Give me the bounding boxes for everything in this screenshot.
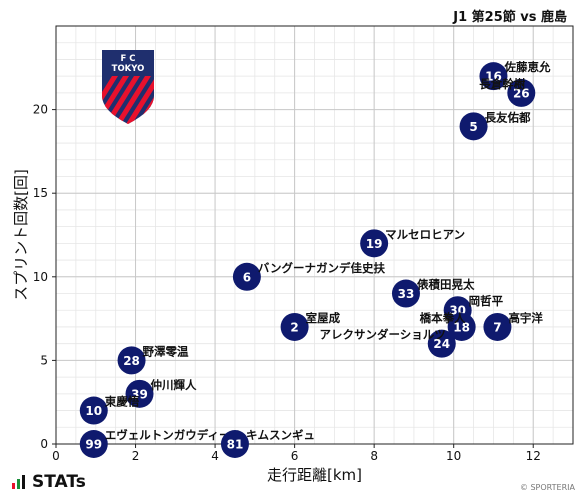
player-marker <box>125 379 154 408</box>
player-name-label: 佐藤恵允 <box>503 60 550 74</box>
y-axis-label: スプリント回数[回] <box>12 169 30 301</box>
player-marker <box>360 229 389 258</box>
x-tick-label: 0 <box>52 449 60 463</box>
player-number-label: 33 <box>398 287 415 301</box>
player-marker <box>483 312 512 341</box>
player-name-label: 高宇洋 <box>508 311 543 325</box>
logo-stripe <box>102 76 118 124</box>
player-number-label: 39 <box>131 387 148 401</box>
player-name-label: 野澤零温 <box>143 344 189 358</box>
player-marker <box>459 112 488 141</box>
stats-bars-icon <box>12 475 26 489</box>
x-tick-label: 6 <box>291 449 299 463</box>
player-name-label: エヴェルトンガウディーノ <box>105 428 242 442</box>
player-name-label: バングーナガンデ佳史扶 <box>258 261 386 275</box>
player-name-label: 俵積田晃太 <box>417 278 475 292</box>
x-tick-label: 10 <box>446 449 461 463</box>
data-point: 2 室屋成 <box>280 311 341 341</box>
logo-stripe <box>104 76 140 124</box>
x-tick-label: 4 <box>211 449 219 463</box>
player-marker <box>220 430 249 458</box>
player-name-label: 室屋成 <box>306 311 341 325</box>
player-number-label: 26 <box>513 86 530 100</box>
logo-stripe <box>126 76 154 124</box>
player-marker <box>479 62 508 91</box>
player-number-label: 5 <box>469 120 477 134</box>
player-number-label: 6 <box>243 270 251 284</box>
player-number-label: 99 <box>85 438 102 452</box>
player-name-label: 長友佑都 <box>485 110 531 124</box>
y-tick-label: 20 <box>33 103 48 117</box>
player-marker <box>79 396 108 425</box>
player-number-label: 19 <box>366 237 383 251</box>
brand-name: STATs <box>32 472 86 492</box>
x-tick-label: 8 <box>370 449 378 463</box>
player-marker <box>391 279 420 308</box>
data-point: 7 高宇洋 <box>483 311 543 341</box>
player-marker <box>427 329 456 358</box>
y-tick-label: 5 <box>40 353 48 367</box>
player-marker <box>232 262 261 291</box>
axes-frame <box>55 25 574 445</box>
player-name-label: 東慶悟 <box>105 395 140 409</box>
logo-stripe <box>102 76 129 124</box>
player-number-label: 18 <box>453 320 470 334</box>
player-number-label: 10 <box>85 404 102 418</box>
logo-tokyo-text: TOKYO <box>112 64 145 74</box>
logo-stripe <box>115 76 151 124</box>
chart-title: J1 第25節 vs 鹿島 <box>453 10 567 25</box>
player-marker <box>280 312 309 341</box>
x-tick-label: 12 <box>526 449 541 463</box>
player-marker <box>117 346 146 375</box>
y-tick-label: 15 <box>33 186 48 200</box>
player-name-label: 長倉幹樹 <box>479 77 525 91</box>
player-name-label: 岡哲平 <box>469 294 504 308</box>
player-marker <box>79 430 108 458</box>
player-name-label: マルセロヒアン <box>385 227 465 241</box>
player-number-label: 2 <box>290 320 298 334</box>
player-number-label: 7 <box>493 320 501 334</box>
y-tick-label: 0 <box>40 437 48 451</box>
player-name-label: キムスンギュ <box>246 428 315 442</box>
x-tick-label: 2 <box>132 449 140 463</box>
player-number-label: 16 <box>485 70 502 84</box>
player-marker <box>447 312 476 341</box>
player-number-label: 24 <box>433 337 450 351</box>
logo-fc-text: F C <box>120 54 135 64</box>
data-point: 5 長友佑都 <box>459 110 531 141</box>
data-point: 6 バングーナガンデ佳史扶 <box>232 261 386 291</box>
player-number-label: 81 <box>227 438 244 452</box>
x-axis-label: 走行距離[km] <box>267 466 362 484</box>
player-name-label: 仲川輝人 <box>151 378 197 392</box>
player-name-label: 橋本拳人 <box>420 311 466 325</box>
y-tick-label: 10 <box>33 270 48 284</box>
player-name-label: アレクサンダーショルツ <box>319 328 445 342</box>
credit-text: © SPORTERIA <box>519 483 575 492</box>
player-number-label: 28 <box>123 354 140 368</box>
brand-logo: STATs <box>12 472 86 492</box>
player-marker <box>507 78 536 107</box>
